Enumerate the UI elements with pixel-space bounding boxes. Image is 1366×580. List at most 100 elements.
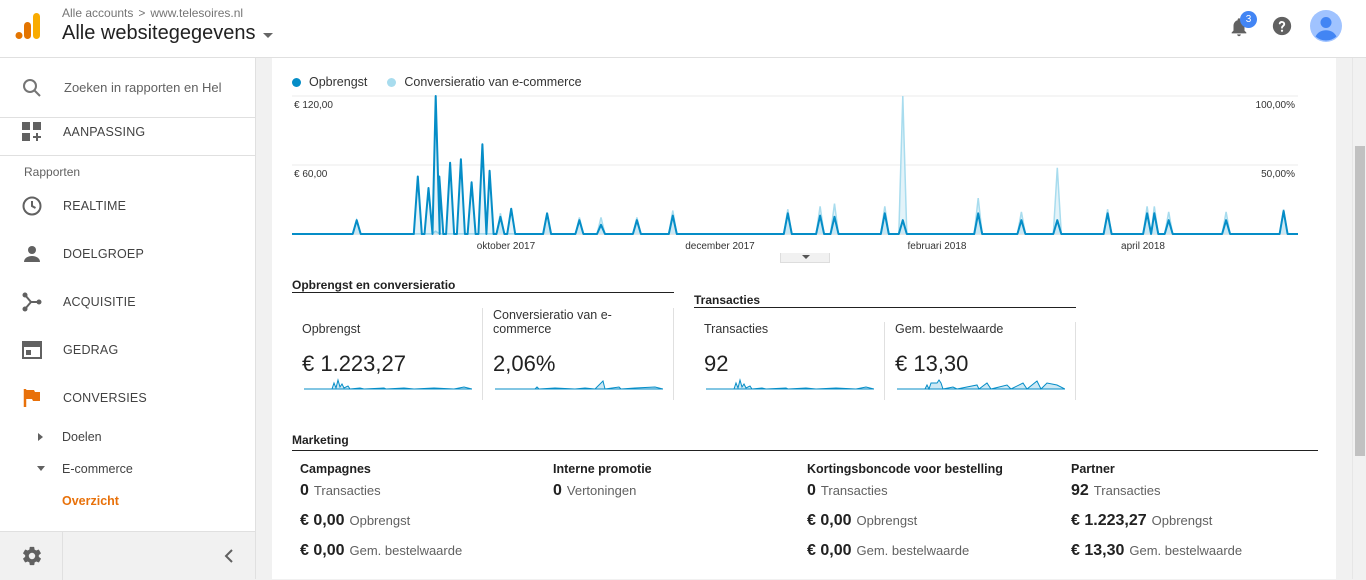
marketing-row[interactable]: € 0,00 Opbrengst bbox=[807, 512, 1057, 542]
nav-audience[interactable]: DOELGROEP bbox=[0, 230, 255, 278]
marketing-unit: Transacties bbox=[313, 483, 381, 498]
chevron-left-icon[interactable] bbox=[222, 548, 236, 564]
sparkline bbox=[304, 378, 472, 390]
marketing-row[interactable]: € 1.223,27 Opbrengst bbox=[1071, 512, 1321, 542]
nav-overview[interactable]: Overzicht bbox=[0, 486, 255, 516]
scrollbar[interactable] bbox=[1352, 58, 1366, 579]
notification-badge: 3 bbox=[1240, 11, 1257, 28]
breadcrumb-site[interactable]: www.telesoires.nl bbox=[150, 6, 244, 20]
marketing-row[interactable]: € 0,00 Gem. bestelwaarde bbox=[807, 542, 1057, 572]
x-tick-label: oktober 2017 bbox=[477, 241, 536, 252]
marketing-unit: Gem. bestelwaarde bbox=[1129, 543, 1243, 558]
dashboard-add-icon bbox=[22, 122, 41, 141]
expand-chart-button[interactable] bbox=[780, 253, 830, 263]
divider bbox=[0, 155, 255, 156]
metric-transactions[interactable]: Transacties 92 bbox=[694, 314, 884, 410]
divider bbox=[62, 532, 63, 580]
marketing-row[interactable]: € 13,30 Gem. bestelwaarde bbox=[1071, 542, 1321, 572]
triangle-down-icon bbox=[37, 466, 45, 471]
nav-behavior[interactable]: GEDRAG bbox=[0, 326, 255, 374]
nav-customization[interactable]: AANPASSING bbox=[0, 108, 255, 156]
group-rule bbox=[694, 307, 1076, 308]
group-title: Transacties bbox=[694, 293, 761, 307]
view-selector[interactable]: Alle websitegegevens bbox=[62, 22, 274, 45]
marketing-row[interactable]: 0 Transacties bbox=[807, 482, 1057, 512]
nav-label: ACQUISITIE bbox=[63, 295, 136, 309]
sub-item-label: Doelen bbox=[62, 430, 102, 444]
revenue-chart[interactable]: € 120,00 € 60,00 100,00% 50,00% oktober … bbox=[272, 58, 1336, 258]
sparkline bbox=[495, 380, 663, 390]
help-icon[interactable] bbox=[1271, 15, 1293, 37]
metric-label: Gem. bestelwaarde bbox=[895, 322, 1004, 336]
metric-avg-order[interactable]: Gem. bestelwaarde € 13,30 bbox=[885, 314, 1075, 410]
triangle-right-icon bbox=[38, 433, 43, 441]
search-input[interactable]: Zoeken in rapporten en Hel bbox=[64, 80, 222, 95]
nav-label: REALTIME bbox=[63, 199, 127, 213]
report-search[interactable]: Zoeken in rapporten en Hel bbox=[0, 58, 255, 118]
analytics-logo-icon[interactable] bbox=[14, 12, 42, 40]
metric-label: Transacties bbox=[704, 322, 769, 336]
nav-label: CONVERSIES bbox=[63, 391, 147, 405]
y-tick-label: € 120,00 bbox=[294, 100, 333, 111]
chart-legend: Opbrengst Conversieratio van e-commerce bbox=[292, 75, 602, 89]
metric-value: 2,06% bbox=[493, 351, 556, 376]
nav-acquisition[interactable]: ACQUISITIE bbox=[0, 278, 255, 326]
legend-dot bbox=[292, 77, 301, 87]
marketing-row[interactable]: 0 Transacties bbox=[300, 482, 550, 512]
person-icon bbox=[24, 246, 40, 262]
metric-revenue[interactable]: Opbrengst € 1.223,27 bbox=[292, 314, 482, 410]
nav-goals[interactable]: Doelen bbox=[0, 422, 255, 452]
marketing-title: Marketing bbox=[292, 433, 349, 447]
marketing-unit: Gem. bestelwaarde bbox=[349, 543, 463, 558]
breadcrumb-root[interactable]: Alle accounts bbox=[62, 6, 134, 20]
nav-label: DOELGROEP bbox=[63, 247, 144, 261]
marketing-row[interactable]: 0 Vertoningen bbox=[553, 482, 803, 512]
nav-ecommerce[interactable]: E-commerce bbox=[0, 454, 255, 484]
flag-icon bbox=[23, 389, 40, 407]
search-icon bbox=[23, 79, 41, 97]
legend-dot bbox=[387, 77, 397, 87]
marketing-row[interactable]: 92 Transacties bbox=[1071, 482, 1321, 512]
view-title: Alle websitegegevens bbox=[62, 22, 256, 44]
legend-item[interactable]: Opbrengst bbox=[292, 75, 367, 89]
caret-down-icon bbox=[263, 32, 274, 38]
marketing-unit: Vertoningen bbox=[566, 483, 637, 498]
nav-realtime[interactable]: REALTIME bbox=[0, 182, 255, 230]
avatar[interactable] bbox=[1310, 10, 1342, 42]
marketing-row[interactable]: € 0,00 Opbrengst bbox=[300, 512, 550, 542]
nav-conversions[interactable]: CONVERSIES bbox=[0, 374, 255, 422]
section-title-reports: Rapporten bbox=[24, 165, 81, 179]
gear-icon[interactable] bbox=[21, 545, 43, 567]
acquisition-icon bbox=[22, 292, 42, 312]
sidebar: Zoeken in rapporten en Hel AANPASSING Ra… bbox=[0, 58, 256, 531]
sub-item-label: Overzicht bbox=[62, 494, 119, 508]
marketing-column-title: Campagnes bbox=[300, 462, 371, 476]
x-tick-label: april 2018 bbox=[1121, 241, 1165, 252]
chevron-right-icon: > bbox=[138, 6, 146, 20]
sidebar-footer bbox=[0, 531, 256, 580]
marketing-unit: Transacties bbox=[1093, 483, 1161, 498]
divider bbox=[0, 117, 255, 118]
metric-label: Conversieratio van e-commerce bbox=[493, 308, 612, 336]
marketing-unit: Opbrengst bbox=[856, 513, 918, 528]
marketing-value: 0 bbox=[553, 482, 562, 499]
marketing-value: 0 bbox=[300, 482, 309, 499]
metric-conversion[interactable]: Conversieratio van e-commerce 2,06% bbox=[483, 300, 673, 396]
sub-item-label: E-commerce bbox=[62, 462, 133, 476]
marketing-row[interactable]: € 0,00 Gem. bestelwaarde bbox=[300, 542, 550, 572]
marketing-column-title: Kortingsboncode voor bestelling bbox=[807, 462, 1003, 476]
marketing-value: 92 bbox=[1071, 482, 1089, 499]
marketing-value: € 0,00 bbox=[300, 542, 345, 559]
y2-tick-label: 100,00% bbox=[1256, 100, 1296, 111]
x-tick-label: december 2017 bbox=[685, 241, 755, 252]
marketing-column-title: Partner bbox=[1071, 462, 1115, 476]
marketing-internal-promotion: Interne promotie 0 Vertoningen bbox=[553, 462, 803, 512]
x-tick-label: februari 2018 bbox=[908, 241, 967, 252]
marketing-campaigns: Campagnes 0 Transacties € 0,00 Opbrengst €… bbox=[300, 462, 550, 572]
marketing-unit: Opbrengst bbox=[1151, 513, 1213, 528]
marketing-affiliate: Partner 92 Transacties € 1.223,27 Opbrengs… bbox=[1071, 462, 1321, 572]
marketing-value: € 0,00 bbox=[807, 542, 852, 559]
marketing-value: € 0,00 bbox=[300, 512, 345, 529]
legend-item[interactable]: Conversieratio van e-commerce bbox=[387, 75, 582, 89]
scrollbar-thumb[interactable] bbox=[1355, 146, 1365, 456]
